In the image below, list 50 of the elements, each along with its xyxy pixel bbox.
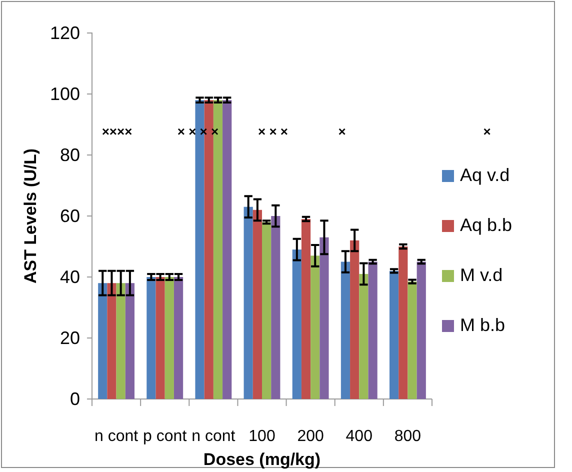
annotation: × × × <box>258 124 288 139</box>
y-tick-label: 80 <box>60 144 80 165</box>
bar <box>320 237 329 399</box>
bar <box>340 262 350 399</box>
bar <box>156 277 165 399</box>
text: × <box>483 124 492 139</box>
annotation: × <box>338 124 346 139</box>
y-tick-label: 40 <box>60 266 80 287</box>
y-tick-label: 20 <box>60 328 80 348</box>
legend-label: M b.b <box>460 315 506 335</box>
bar <box>213 100 223 399</box>
bar <box>271 216 280 399</box>
bar <box>390 270 399 399</box>
bar <box>146 277 156 399</box>
y-axis-title: AST Levels (U/L) <box>21 148 40 284</box>
x-tick-label: 100 <box>248 428 276 445</box>
bar <box>252 210 262 399</box>
legend-label: Aq v.d <box>460 165 510 185</box>
bar <box>125 283 134 399</box>
x-tick-label: n cont <box>94 428 139 445</box>
x-tick-label: 800 <box>394 428 422 445</box>
x-tick-label: n cont <box>192 428 236 445</box>
bar <box>164 277 174 399</box>
bar <box>98 283 108 399</box>
bar <box>301 219 311 399</box>
x-tick-label: 400 <box>346 428 373 445</box>
bar <box>244 206 253 399</box>
bar <box>292 250 302 399</box>
y-tick-label: 60 <box>60 206 80 226</box>
x-axis-title: Doses (mg/kg) <box>203 450 321 469</box>
bar <box>310 256 320 399</box>
annotation: ×××× <box>102 124 133 139</box>
bar <box>359 274 368 399</box>
y-tick-label: 100 <box>50 84 80 104</box>
legend-label: Aq b.b <box>460 215 512 235</box>
y-tick-label: 120 <box>50 22 80 43</box>
x-tick-label: 200 <box>297 428 324 445</box>
bar <box>408 282 417 399</box>
bar <box>350 240 360 399</box>
bar <box>107 283 116 399</box>
bar <box>416 262 426 399</box>
y-tick-label: 0 <box>70 388 80 409</box>
bar <box>368 262 378 399</box>
bar <box>174 277 184 399</box>
bar <box>398 246 408 399</box>
bar <box>116 283 126 399</box>
bar <box>262 222 272 399</box>
legend-label: M v.d <box>460 265 503 285</box>
x-tick-label: p cont <box>143 428 188 445</box>
bar <box>222 100 232 399</box>
